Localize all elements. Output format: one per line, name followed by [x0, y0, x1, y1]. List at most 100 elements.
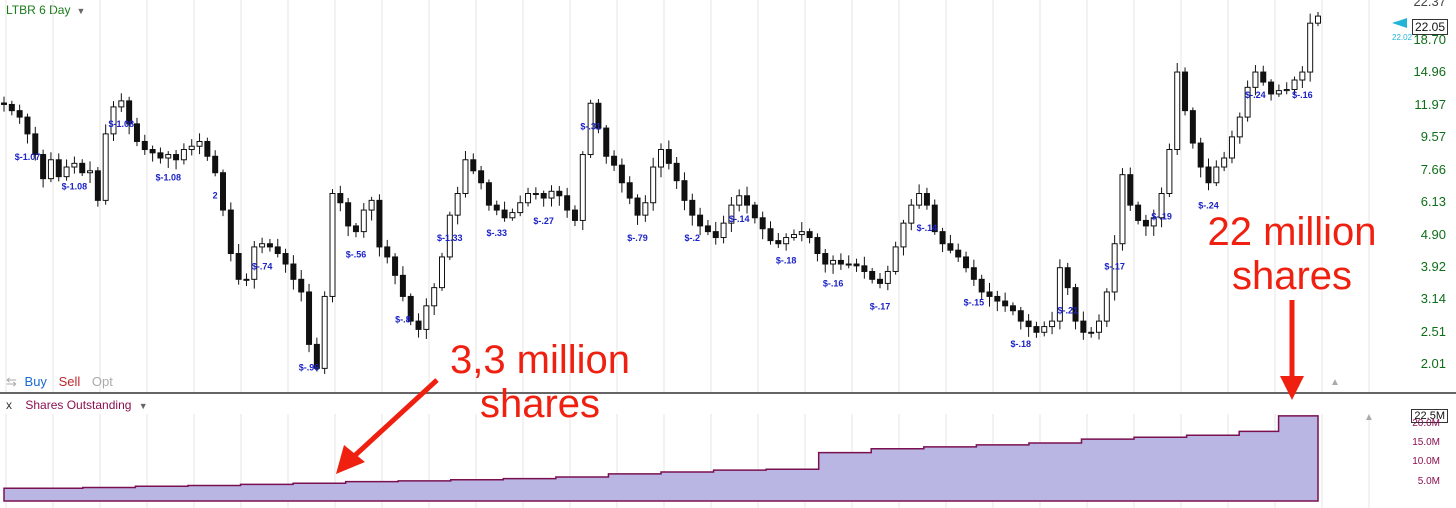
- candle-body: [509, 212, 516, 219]
- candle-body: [118, 100, 125, 108]
- candle-body: [665, 149, 672, 164]
- close-icon[interactable]: x: [6, 398, 12, 412]
- buy-button[interactable]: Buy: [24, 374, 47, 389]
- candle-body: [149, 149, 156, 154]
- candle-body: [884, 270, 891, 284]
- candle-body: [1307, 22, 1314, 73]
- candle-body: [986, 291, 993, 297]
- candle-body: [501, 209, 508, 219]
- candle-body: [564, 195, 571, 211]
- candle-body: [736, 195, 743, 206]
- candle-body: [525, 193, 532, 204]
- chevron-down-icon[interactable]: ▼: [76, 6, 86, 16]
- candle-body: [1221, 157, 1228, 168]
- candle-body: [1228, 136, 1235, 159]
- last-price-box: 22.05: [1411, 19, 1448, 35]
- candle-body: [454, 193, 461, 216]
- chart-title-text[interactable]: LTBR 6 Day: [6, 3, 71, 17]
- candle-body: [298, 278, 305, 293]
- candle-body: [1197, 142, 1204, 168]
- candle-body: [822, 253, 829, 265]
- candle-body: [814, 237, 821, 255]
- candle-body: [1260, 71, 1267, 83]
- price-tick-label: 6.13: [1420, 194, 1446, 210]
- candle-body: [8, 103, 15, 112]
- candle-body: [337, 193, 344, 204]
- indicator-title[interactable]: Shares Outstanding: [25, 398, 132, 412]
- candle-body: [1236, 116, 1243, 138]
- candle-body: [650, 166, 657, 204]
- candle-body: [658, 149, 664, 168]
- candle-body: [290, 263, 297, 280]
- event-label: $-.74: [252, 262, 273, 272]
- candle-body: [376, 199, 383, 248]
- candle-body: [1088, 331, 1095, 334]
- scroll-up-icon[interactable]: ▲: [1330, 377, 1340, 388]
- price-tick-label: 18.70: [1413, 32, 1446, 48]
- event-label: $-1.08: [155, 173, 181, 183]
- candle-body: [204, 140, 211, 157]
- candle-body: [790, 234, 797, 239]
- candle-body: [587, 102, 594, 156]
- candle-body: [368, 199, 375, 211]
- event-label: $-.24: [1198, 201, 1219, 211]
- candle-body: [141, 140, 148, 151]
- candle-body: [478, 170, 485, 184]
- candle-body: [697, 214, 704, 227]
- candle-body: [1096, 320, 1102, 333]
- candle-body: [306, 291, 313, 345]
- swap-icon[interactable]: ⇆: [6, 374, 17, 389]
- candle-body: [720, 222, 727, 239]
- candle-body: [126, 100, 133, 125]
- price-tick-label: 2.01: [1420, 355, 1446, 371]
- event-label: $-.31: [580, 121, 601, 131]
- chevron-down-icon[interactable]: ▼: [138, 401, 148, 411]
- sell-button[interactable]: Sell: [58, 374, 81, 389]
- candle-body: [626, 182, 633, 199]
- candle-body: [1299, 71, 1306, 81]
- candle-body: [1174, 71, 1181, 151]
- event-label: $-.21: [1057, 306, 1078, 316]
- candle-body: [634, 197, 641, 216]
- candle-body: [916, 193, 923, 206]
- event-label: $-.79: [627, 233, 648, 243]
- price-tick-label: 7.66: [1420, 161, 1446, 177]
- scroll-up-icon-2[interactable]: ▲: [1364, 412, 1374, 423]
- candle-body: [955, 249, 962, 258]
- small-price-label: 22.02: [1392, 33, 1413, 42]
- shares-value-box: 22.5M: [1411, 409, 1448, 423]
- event-label: $-1.08: [109, 119, 135, 129]
- candle-body: [1244, 86, 1251, 118]
- candle-body: [212, 155, 219, 174]
- candle-body: [47, 159, 54, 180]
- shares-area: [3, 415, 1319, 502]
- candle-body: [1268, 81, 1275, 95]
- candle-body: [1291, 79, 1298, 91]
- candle-body: [1025, 320, 1032, 328]
- candle-body: [1213, 166, 1220, 184]
- price-tick-label: 3.14: [1420, 291, 1446, 307]
- event-label: $-.19: [1151, 212, 1172, 222]
- candle-body: [485, 182, 492, 206]
- candle-body: [618, 164, 625, 184]
- candle-body: [16, 110, 23, 118]
- candle-body: [571, 209, 578, 221]
- candle-body: [423, 305, 430, 330]
- candle-body: [806, 231, 813, 239]
- annotation-left-line2: shares: [479, 382, 601, 426]
- candle-body: [877, 278, 883, 284]
- candle-body: [1049, 320, 1056, 328]
- chart-title[interactable]: LTBR 6 Day ▼: [6, 3, 85, 17]
- candle-body: [165, 154, 172, 159]
- candle-body: [939, 231, 946, 245]
- event-label: $-.24: [1245, 90, 1266, 100]
- candle-body: [188, 145, 195, 151]
- candle-body: [329, 193, 336, 297]
- candle-body: [556, 190, 563, 197]
- candle-body: [744, 195, 751, 206]
- shares-chart: [3, 414, 1370, 508]
- opt-button[interactable]: Opt: [91, 374, 113, 389]
- annotation-right-line2: shares: [1231, 254, 1353, 298]
- event-label: $-1.08: [62, 181, 88, 191]
- candle-body: [133, 123, 140, 142]
